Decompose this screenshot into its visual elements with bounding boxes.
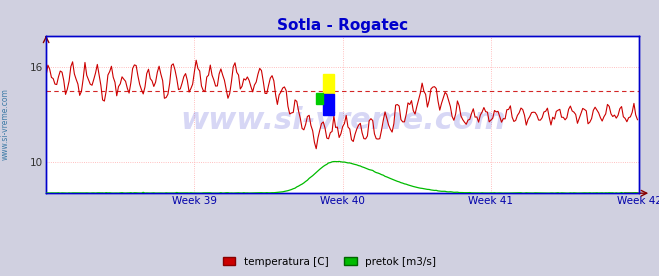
Text: www.si-vreme.com: www.si-vreme.com [180, 106, 505, 135]
Text: www.si-vreme.com: www.si-vreme.com [1, 88, 10, 160]
Bar [316, 93, 323, 104]
Bar [323, 74, 334, 94]
Legend: temperatura [C], pretok [m3/s]: temperatura [C], pretok [m3/s] [219, 253, 440, 271]
Title: Sotla - Rogatec: Sotla - Rogatec [277, 18, 408, 33]
Bar [323, 94, 334, 115]
